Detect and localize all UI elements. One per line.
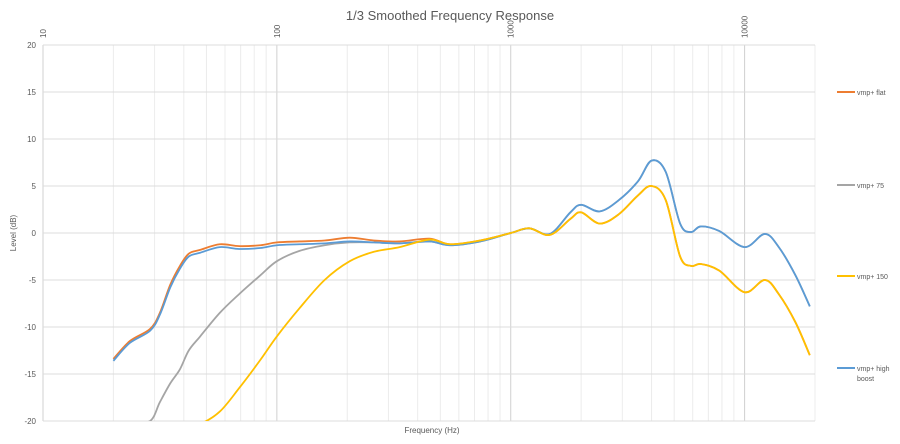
y-tick-label: -15 xyxy=(24,370,36,379)
y-tick-label: -20 xyxy=(24,417,36,426)
y-tick-label: 10 xyxy=(27,135,36,144)
x-tick-label: 10 xyxy=(39,29,48,38)
legend-label: vmp+ 75 xyxy=(857,183,884,190)
y-tick-label: 5 xyxy=(32,182,37,191)
chart-title: 1/3 Smoothed Frequency Response xyxy=(346,8,554,23)
legend-label: vmp+ 150 xyxy=(857,274,888,281)
y-tick-label: 0 xyxy=(32,229,37,238)
y-tick-label: -10 xyxy=(24,323,36,332)
y-tick-label: 20 xyxy=(27,41,36,50)
series-line-vmp-75 xyxy=(147,159,811,421)
x-axis-label: Frequency (Hz) xyxy=(404,426,459,435)
x-tick-label: 1000 xyxy=(507,20,516,38)
x-tick-label: 100 xyxy=(273,24,282,38)
y-tick-label: -5 xyxy=(29,276,37,285)
series-line-vmp-150 xyxy=(204,185,811,421)
series-line-vmp-flat xyxy=(112,185,811,360)
y-axis-label: Level (dB) xyxy=(9,214,18,251)
legend-label: vmp+ high boost xyxy=(857,366,890,383)
y-tick-label: 15 xyxy=(27,88,36,97)
x-tick-label: 10000 xyxy=(741,15,750,38)
series-line-vmp-high-boost xyxy=(112,159,811,362)
legend-label: vmp+ flat xyxy=(857,90,886,97)
